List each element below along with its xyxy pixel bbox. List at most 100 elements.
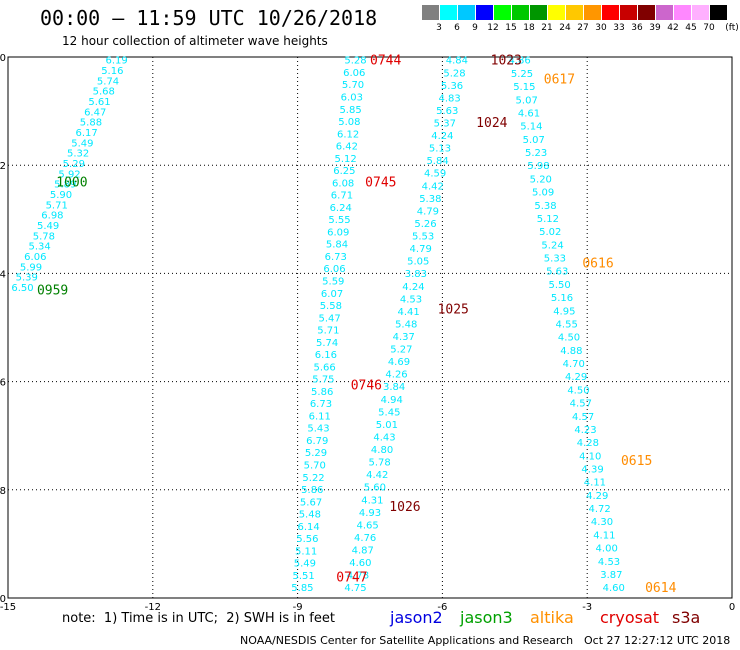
- wave-height-value: 4.75: [344, 583, 366, 594]
- chart-title: 00:00 – 11:59 UTC 10/26/2018: [40, 6, 378, 30]
- wave-height-value: 5.02: [539, 227, 561, 238]
- wave-height-value: 5.49: [37, 221, 59, 232]
- wave-height-value: 6.47: [84, 107, 106, 118]
- wave-height-value: 4.88: [560, 346, 582, 357]
- wave-height-value: 5.61: [88, 97, 110, 108]
- wave-height-value: 5.85: [291, 583, 313, 594]
- wave-height-value: 6.07: [321, 289, 343, 300]
- wave-height-value: 5.71: [46, 200, 68, 211]
- wave-height-value: 5.28: [344, 56, 366, 67]
- wave-height-value: 6.06: [343, 68, 365, 79]
- wave-height-value: 4.24: [402, 282, 424, 293]
- scale-swatch: [602, 5, 619, 20]
- scale-swatch: [440, 5, 457, 20]
- wave-height-value: 5.22: [302, 473, 324, 484]
- wave-height-value: 5.13: [429, 144, 451, 155]
- wave-height-value: 5.70: [342, 80, 364, 91]
- wave-height-value: 6.14: [297, 522, 319, 533]
- chart-subtitle: 12 hour collection of altimeter wave hei…: [62, 34, 328, 48]
- wave-height-value: 4.70: [563, 359, 585, 370]
- scale-swatch: [512, 5, 529, 20]
- x-tick-label: -6: [437, 602, 447, 613]
- wave-height-value: 5.84: [326, 240, 348, 251]
- wave-height-value: 6.25: [333, 166, 355, 177]
- wave-height-value: 5.51: [293, 571, 315, 582]
- wave-height-value: 4.53: [400, 294, 422, 305]
- wave-height-value: 5.63: [436, 106, 458, 117]
- time-label: 0747: [336, 570, 367, 585]
- wave-height-value: 4.93: [359, 508, 381, 519]
- wave-height-value: 4.79: [417, 206, 439, 217]
- wave-height-value: 5.07: [516, 95, 538, 106]
- wave-height-value: 5.56: [296, 534, 318, 545]
- wave-height-value: 4.95: [553, 306, 575, 317]
- wave-height-value: 4.53: [598, 557, 620, 568]
- footer-credit: NOAA/NESDIS Center for Satellite Applica…: [240, 634, 574, 647]
- y-tick-label: 0: [0, 53, 6, 64]
- wave-height-value: 5.33: [544, 254, 566, 265]
- wave-height-value: 4.29: [586, 491, 608, 502]
- wave-height-value: 4.83: [439, 93, 461, 104]
- wave-height-value: 3.83: [405, 269, 427, 280]
- wave-height-value: 4.57: [572, 412, 594, 423]
- time-label: 1026: [389, 500, 420, 515]
- wave-height-value: 5.07: [523, 135, 545, 146]
- wave-height-value: 4.28: [577, 438, 599, 449]
- legend-altika: altika: [530, 608, 574, 627]
- wave-height-value: 4.76: [354, 533, 376, 544]
- wave-height-value: 4.11: [593, 530, 615, 541]
- scale-swatch: [674, 5, 691, 20]
- scale-swatch: [620, 5, 637, 20]
- wave-height-value: 6.79: [306, 436, 328, 447]
- wave-height-value: 5.48: [395, 319, 417, 330]
- wave-height-value: 5.92: [58, 169, 80, 180]
- wave-height-value: 5.16: [551, 293, 573, 304]
- y-tick-label: -2: [0, 161, 6, 172]
- wave-height-value: 4.80: [371, 445, 393, 456]
- wave-height-value: 4.00: [596, 544, 618, 555]
- wave-height-value: 4.50: [567, 385, 589, 396]
- scale-unit: (ft): [725, 23, 739, 33]
- wave-height-value: 5.34: [28, 242, 50, 253]
- scale-swatch: [638, 5, 655, 20]
- wave-height-value: 6.73: [325, 252, 347, 263]
- scale-swatch: [476, 5, 493, 20]
- x-tick-label: -15: [0, 602, 16, 613]
- time-label: 0744: [370, 54, 401, 69]
- wave-height-value: 6.08: [332, 178, 354, 189]
- wave-height-value: 5.47: [318, 313, 340, 324]
- wave-height-value: 3.87: [600, 570, 622, 581]
- wave-height-value: 4.87: [352, 546, 374, 557]
- wave-height-value: 6.42: [336, 142, 358, 153]
- wave-height-value: 5.90: [50, 190, 72, 201]
- wave-height-value: 5.01: [376, 420, 398, 431]
- wave-height-value: 5.39: [16, 273, 38, 284]
- scale-label: 27: [577, 23, 589, 33]
- wave-height-value: 6.17: [76, 128, 98, 139]
- wave-height-value: 4.86: [508, 56, 530, 67]
- wave-height-value: 5.98: [527, 161, 549, 172]
- scale-label: 42: [667, 23, 679, 33]
- wave-height-value: 5.25: [511, 69, 533, 80]
- scale-label: 70: [703, 23, 715, 33]
- scale-label: 45: [685, 23, 697, 33]
- wave-height-value: 6.19: [105, 56, 127, 67]
- wave-height-value: 4.60: [603, 583, 625, 594]
- scale-swatch: [710, 5, 727, 20]
- wave-height-value: 5.38: [534, 201, 556, 212]
- x-tick-label: -12: [145, 602, 161, 613]
- x-tick-label: 0: [729, 602, 735, 613]
- wave-height-value: 4.55: [556, 319, 578, 330]
- wave-height-value: 5.38: [419, 194, 441, 205]
- wave-height-value: 5.89: [54, 180, 76, 191]
- wave-height-value: 5.49: [294, 559, 316, 570]
- wave-height-value: 5.14: [520, 122, 542, 133]
- wave-height-value: 4.78: [347, 571, 369, 582]
- scale-label: 9: [472, 23, 478, 33]
- scale-label: 21: [541, 23, 553, 33]
- wave-height-value: 6.98: [41, 211, 63, 222]
- scale-label: 15: [505, 23, 517, 33]
- wave-height-value: 4.57: [570, 399, 592, 410]
- wave-height-value: 4.84: [446, 56, 468, 67]
- scale-label: 33: [613, 23, 625, 33]
